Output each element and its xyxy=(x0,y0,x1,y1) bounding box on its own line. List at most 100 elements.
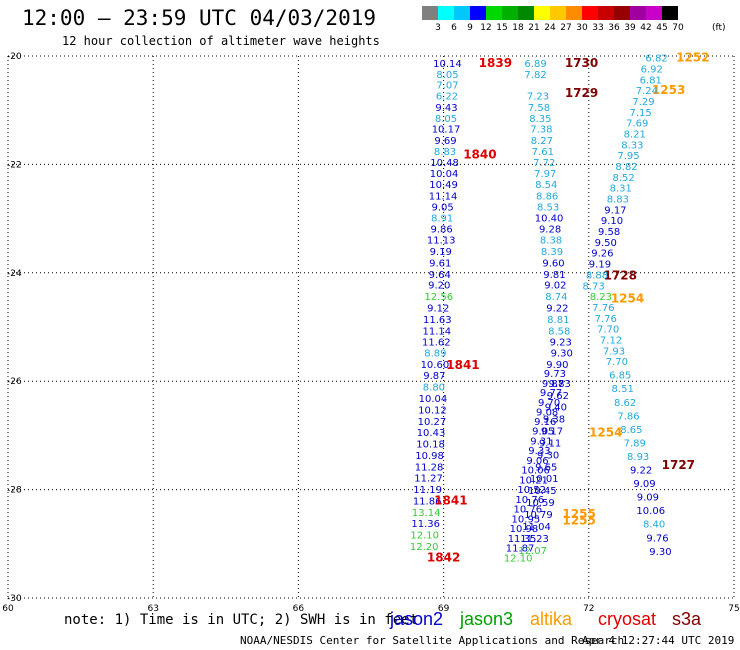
data-point-label: 11.62 xyxy=(422,338,451,349)
data-point-label: 7.72 xyxy=(533,158,555,169)
data-point-label: 8.38 xyxy=(540,236,562,247)
chart-title: 12:00 – 23:59 UTC 04/03/2019 xyxy=(22,6,377,30)
data-point-label: 9.05 xyxy=(431,203,453,214)
data-point-label: 10.04 xyxy=(419,394,448,405)
data-point-label: 9.06 xyxy=(526,456,548,467)
data-point-label: 7.97 xyxy=(534,169,556,180)
data-point-label: 9.09 xyxy=(637,493,659,504)
data-point-label: 7.38 xyxy=(530,125,552,136)
data-point-label: 1842 xyxy=(427,550,460,564)
x-tick-label: 75 xyxy=(728,604,739,614)
x-tick-label: 66 xyxy=(293,604,305,614)
data-point-label: 11.13 xyxy=(427,236,456,247)
data-point-label: 8.27 xyxy=(531,136,553,147)
colorbar-label: 30 xyxy=(576,23,588,33)
colorbar-swatch xyxy=(582,6,598,20)
data-point-label: 11.87 xyxy=(506,544,535,555)
data-point-label: 9.22 xyxy=(630,466,652,477)
colorbar-swatch xyxy=(662,6,678,20)
data-point-label: 1841 xyxy=(434,493,467,507)
colorbar-swatch xyxy=(518,6,534,20)
data-point-label: 9.70 xyxy=(538,398,560,409)
data-point-label: 8.51 xyxy=(612,384,634,395)
data-point-label: 9.90 xyxy=(546,360,568,371)
colorbar-label: 70 xyxy=(672,23,684,33)
data-point-label: 8.80 xyxy=(423,383,445,394)
data-point-label: 9.31 xyxy=(530,436,552,447)
data-point-label: 9.17 xyxy=(541,427,563,438)
data-point-label: 1730 xyxy=(565,56,598,70)
data-point-label: 1840 xyxy=(463,148,496,162)
colorbar-unit: (ft) xyxy=(712,23,726,33)
chart-subtitle: 12 hour collection of altimeter wave hei… xyxy=(62,34,380,48)
data-point-label: 8.31 xyxy=(610,184,632,195)
data-point-label: 1253 xyxy=(652,83,685,97)
data-point-label: 11.36 xyxy=(411,519,440,530)
data-point-label: 7.89 xyxy=(624,438,646,449)
colorbar-swatch xyxy=(566,6,582,20)
data-point-label: 7.07 xyxy=(436,81,458,92)
data-point-label: 9.10 xyxy=(601,216,623,227)
data-point-label: 8.35 xyxy=(529,114,551,125)
data-point-label: 9.30 xyxy=(537,450,559,461)
data-point-label: 7.15 xyxy=(629,108,651,119)
data-point-label: 7.61 xyxy=(532,147,554,158)
data-point-label: 6.82 xyxy=(645,54,667,65)
data-point-label: 8.81 xyxy=(547,315,569,326)
colorbar-swatch xyxy=(502,6,518,20)
colorbar-swatch xyxy=(614,6,630,20)
data-point-label: 11.28 xyxy=(415,462,444,473)
data-point-label: 10.76 xyxy=(513,505,542,516)
data-point-label: 11.63 xyxy=(423,315,452,326)
data-point-label: 7.12 xyxy=(600,335,622,346)
data-point-label: 10.60 xyxy=(421,360,450,371)
data-point-label: 9.81 xyxy=(543,270,565,281)
data-point-label: 11.23 xyxy=(520,534,549,545)
legend-jason3: jason3 xyxy=(460,609,514,629)
data-point-label: 9.19 xyxy=(430,247,452,258)
data-point-label: 9.64 xyxy=(429,270,451,281)
data-point-label: 9.30 xyxy=(551,348,573,359)
x-tick-label: 69 xyxy=(438,604,450,614)
colorbar-label: 27 xyxy=(560,23,572,33)
data-point-label: 9.83 xyxy=(549,379,571,390)
data-point-label: 8.83 xyxy=(434,147,456,158)
data-point-label: 10.43 xyxy=(417,428,446,439)
data-point-label: 8.93 xyxy=(627,452,649,463)
data-point-label: 9.08 xyxy=(536,408,558,419)
data-point-label: 12.10 xyxy=(504,553,533,564)
colorbar-label: 42 xyxy=(640,23,652,33)
data-point-label: 10.98 xyxy=(510,524,539,535)
data-point-label: 12.10 xyxy=(410,531,439,542)
data-point-label: 9.40 xyxy=(545,403,567,414)
data-point-label: 7.82 xyxy=(524,70,546,81)
data-point-label: 8.62 xyxy=(614,398,636,409)
data-point-label: 9.16 xyxy=(534,417,556,428)
y-tick-label: -30 xyxy=(7,594,22,604)
data-point-label: 7.69 xyxy=(626,119,648,130)
data-point-label: 1728 xyxy=(604,269,637,283)
data-point-label: 9.77 xyxy=(540,388,562,399)
timestamp-text: Apr 4 12:27:44 UTC 2019 xyxy=(582,634,735,647)
data-point-label: 8.33 xyxy=(621,140,643,151)
data-point-label: 8.74 xyxy=(545,292,567,303)
data-point-label: 7.76 xyxy=(592,303,614,314)
data-point-label: 7.86 xyxy=(617,411,639,422)
data-point-label: 8.39 xyxy=(541,247,563,258)
colorbar-label: 3 xyxy=(435,23,441,33)
data-point-label: 11.14 xyxy=(429,191,458,202)
data-point-label: 7.29 xyxy=(632,97,654,108)
colorbar-swatch xyxy=(646,6,662,20)
data-point-label: 9.26 xyxy=(591,249,613,260)
y-tick-label: -22 xyxy=(7,160,22,170)
data-point-label: 10.52 xyxy=(517,485,546,496)
colorbar-swatch xyxy=(550,6,566,20)
colorbar-swatch xyxy=(598,6,614,20)
data-point-label: 10.40 xyxy=(535,214,564,225)
colorbar-swatch xyxy=(486,6,502,20)
data-point-label: 12.07 xyxy=(518,546,547,557)
data-point-label: 9.65 xyxy=(535,462,557,473)
data-point-label: 6.22 xyxy=(436,92,458,103)
data-point-label: 9.86 xyxy=(431,224,453,235)
